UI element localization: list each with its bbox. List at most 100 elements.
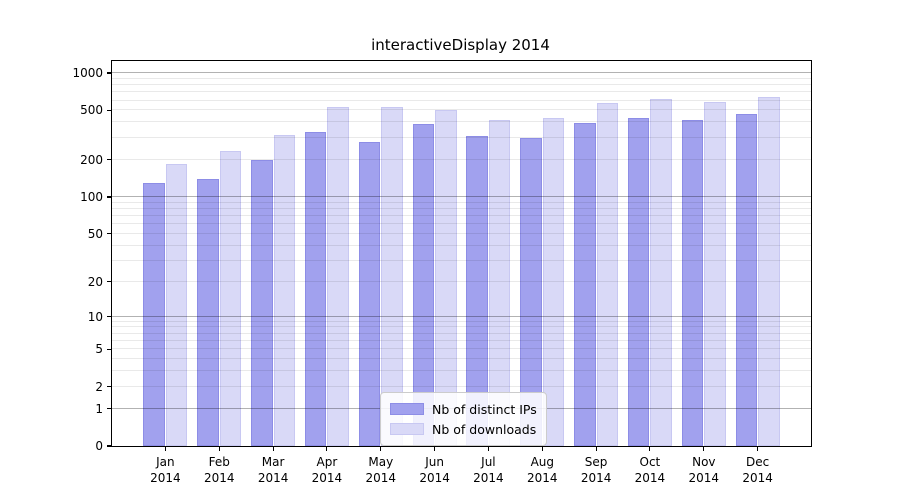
x-tick-label-aug-2014: Aug 2014 xyxy=(527,455,558,486)
x-tick-label-oct-2014: Oct 2014 xyxy=(634,455,666,486)
y-tick-label-50: 50 xyxy=(87,226,103,241)
y-tick-label-10: 10 xyxy=(87,309,103,324)
bar-nb-of-distinct-ips-jun-2014 xyxy=(412,123,435,446)
bar-nb-of-distinct-ips-jan-2014 xyxy=(143,182,165,446)
gridline-60 xyxy=(112,223,811,225)
x-tick-may-2014 xyxy=(380,446,382,451)
bar-nb-of-downloads-may-2014 xyxy=(381,106,403,446)
x-tick-nov-2014 xyxy=(703,446,705,451)
x-tick-jul-2014 xyxy=(487,446,489,451)
gridline-300 xyxy=(112,136,811,138)
plot-area: 0 1 2 5 10 20 50 100 200 500 1000 Jan 2014 Feb 2014 M… xyxy=(72,60,812,485)
x-tick-dec-2014 xyxy=(757,446,759,451)
y-tick-5 xyxy=(107,348,112,350)
gridline-70 xyxy=(112,214,811,216)
gridline-2 xyxy=(112,385,811,387)
gridline-4 xyxy=(112,358,811,360)
gridline-8 xyxy=(112,326,811,328)
x-tick-sep-2014 xyxy=(595,446,597,451)
legend-swatch-nb-of-distinct-ips xyxy=(390,403,424,415)
gridline-800 xyxy=(112,84,811,86)
bar-nb-of-distinct-ips-may-2014 xyxy=(358,141,381,446)
gridline-10 xyxy=(112,315,811,317)
y-tick-label-1: 1 xyxy=(95,401,103,416)
bar-nb-of-downloads-jul-2014 xyxy=(488,120,511,446)
y-tick-1 xyxy=(107,408,112,410)
y-tick-label-200: 200 xyxy=(80,152,103,167)
gridline-50 xyxy=(112,232,811,234)
legend-item-nb-of-downloads: Nb of downloads xyxy=(390,419,536,439)
x-tick-label-may-2014: May 2014 xyxy=(365,455,397,486)
y-tick-10 xyxy=(107,316,112,318)
gridline-700 xyxy=(112,91,811,93)
x-tick-label-nov-2014: Nov 2014 xyxy=(688,455,720,486)
gridline-3 xyxy=(112,370,811,372)
y-tick-500 xyxy=(107,109,112,111)
bar-nb-of-distinct-ips-nov-2014 xyxy=(681,119,704,446)
y-tick-label-1000: 1000 xyxy=(72,66,103,80)
bar-nb-of-distinct-ips-aug-2014 xyxy=(520,138,542,446)
legend-swatch-nb-of-downloads xyxy=(390,423,424,435)
legend-label-nb-of-downloads: Nb of downloads xyxy=(432,421,537,437)
x-tick-jan-2014 xyxy=(164,446,166,451)
y-tick-label-2: 2 xyxy=(95,379,103,394)
x-tick-label-apr-2014: Apr 2014 xyxy=(311,455,343,486)
y-tick-label-500: 500 xyxy=(80,103,103,118)
bar-nb-of-distinct-ips-apr-2014 xyxy=(304,132,327,446)
y-tick-label-5: 5 xyxy=(95,342,103,357)
y-tick-20 xyxy=(107,281,112,283)
bar-nb-of-downloads-jan-2014 xyxy=(165,163,188,446)
gridline-30 xyxy=(112,259,811,261)
legend: Nb of distinct IPs Nb of downloads xyxy=(380,392,547,446)
gridline-40 xyxy=(112,244,811,246)
gridline-100 xyxy=(112,195,811,197)
y-tick-0 xyxy=(107,445,112,447)
bar-nb-of-distinct-ips-dec-2014 xyxy=(735,113,758,446)
bar-nb-of-distinct-ips-oct-2014 xyxy=(627,117,650,446)
gridline-80 xyxy=(112,207,811,209)
x-tick-label-mar-2014: Mar 2014 xyxy=(257,455,289,486)
gridline-500 xyxy=(112,109,811,111)
gridline-5 xyxy=(112,348,811,350)
y-tick-label-100: 100 xyxy=(80,189,103,204)
bar-nb-of-distinct-ips-jul-2014 xyxy=(466,136,488,446)
bar-nb-of-distinct-ips-mar-2014 xyxy=(251,160,273,446)
y-tick-1000 xyxy=(107,72,112,74)
legend-label-nb-of-distinct-ips: Nb of distinct IPs xyxy=(432,401,537,417)
gridline-20 xyxy=(112,280,811,282)
legend-item-nb-of-distinct-ips: Nb of distinct IPs xyxy=(390,399,537,419)
x-tick-label-dec-2014: Dec 2014 xyxy=(742,455,773,486)
x-tick-oct-2014 xyxy=(649,446,651,451)
gridline-600 xyxy=(112,99,811,101)
x-tick-apr-2014 xyxy=(326,446,328,451)
gridline-9 xyxy=(112,320,811,322)
gridline-1000 xyxy=(112,72,811,73)
gridline-200 xyxy=(112,158,811,160)
gridline-6 xyxy=(112,340,811,341)
y-tick-2 xyxy=(107,386,112,388)
x-tick-jun-2014 xyxy=(434,446,436,451)
y-tick-200 xyxy=(107,159,112,161)
bar-nb-of-downloads-jun-2014 xyxy=(435,109,457,446)
bar-nb-of-downloads-nov-2014 xyxy=(704,101,726,446)
x-tick-feb-2014 xyxy=(218,446,220,451)
bar-nb-of-downloads-dec-2014 xyxy=(758,96,780,446)
y-tick-50 xyxy=(107,233,112,235)
x-tick-label-jul-2014: Jul 2014 xyxy=(473,455,504,486)
bar-nb-of-downloads-apr-2014 xyxy=(327,107,349,446)
x-tick-label-jan-2014: Jan 2014 xyxy=(150,455,181,486)
gridline-7 xyxy=(112,332,811,334)
y-tick-label-20: 20 xyxy=(87,274,103,289)
chart-title: interactiveDisplay 2014 xyxy=(371,36,550,54)
bar-nb-of-distinct-ips-feb-2014 xyxy=(197,178,219,446)
x-tick-label-jun-2014: Jun 2014 xyxy=(419,455,450,486)
x-tick-mar-2014 xyxy=(272,446,274,451)
y-tick-label-0: 0 xyxy=(95,439,103,453)
x-tick-label-feb-2014: Feb 2014 xyxy=(204,455,235,486)
bar-nb-of-distinct-ips-sep-2014 xyxy=(574,123,596,446)
x-tick-aug-2014 xyxy=(541,446,543,451)
gridline-400 xyxy=(112,121,811,123)
y-tick-100 xyxy=(107,196,112,198)
gridline-90 xyxy=(112,201,811,203)
